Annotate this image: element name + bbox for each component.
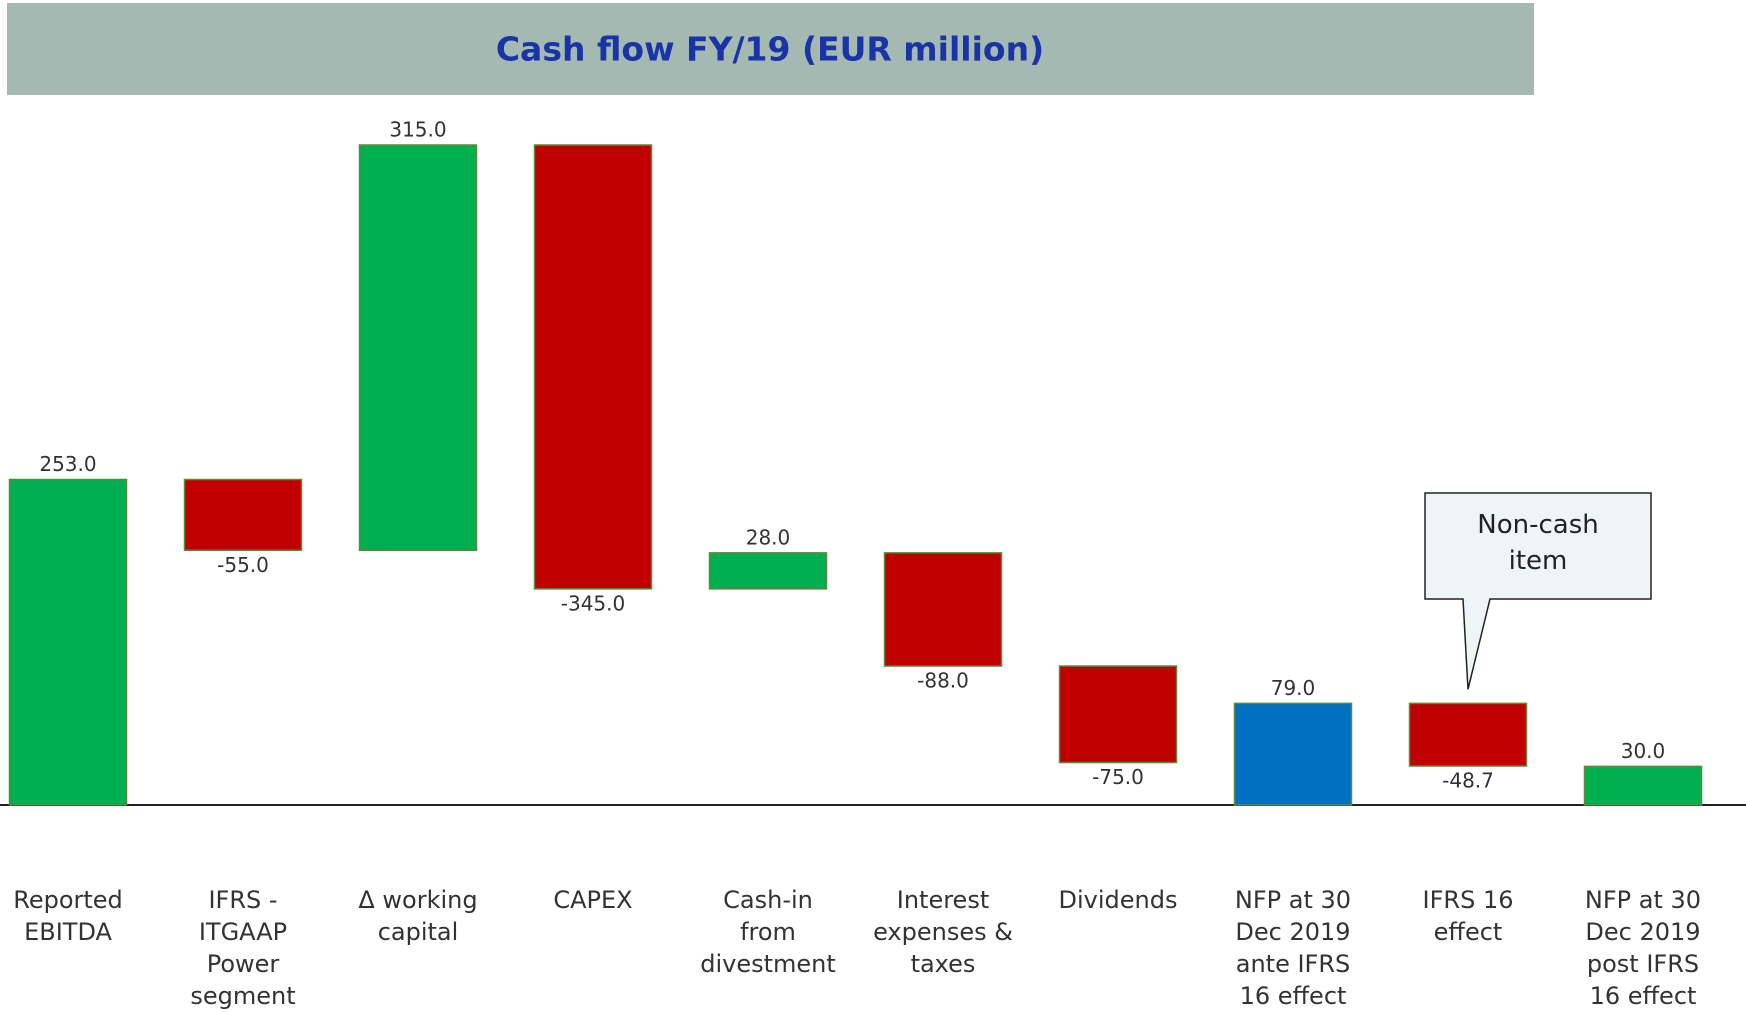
- x-tick-label: NFP at 30 Dec 2019 ante IFRS 16 effect: [1234, 886, 1352, 1010]
- annotation: Non-cash item: [1477, 510, 1599, 576]
- value-label: -55.0: [217, 553, 269, 577]
- x-tick-label: Interest expenses & taxes: [873, 886, 1013, 978]
- bar: [533, 144, 653, 590]
- value-label: -75.0: [1092, 765, 1144, 789]
- bar: [358, 144, 478, 552]
- bar: [8, 478, 128, 806]
- title-banner: [7, 3, 1534, 95]
- value-label: 253.0: [39, 452, 96, 476]
- bar: [1583, 765, 1703, 806]
- x-tick-label: CAPEX: [553, 886, 633, 914]
- value-label: -88.0: [917, 669, 969, 693]
- bar: [883, 552, 1003, 667]
- bar: [183, 478, 303, 552]
- x-tick-label: IFRS - ITGAAP Power segment: [190, 886, 296, 1010]
- x-tick-label: Dividends: [1058, 886, 1178, 914]
- callout: [1424, 492, 1652, 690]
- bar: [1408, 702, 1528, 767]
- x-tick-label: Cash-in from divestment: [700, 886, 836, 978]
- x-tick-label: NFP at 30 Dec 2019 post IFRS 16 effect: [1584, 886, 1702, 1010]
- value-label: 30.0: [1621, 739, 1666, 763]
- value-label: -345.0: [561, 591, 625, 615]
- x-tick-label: Reported EBITDA: [13, 886, 123, 946]
- x-tick-label: Δ working capital: [358, 886, 478, 946]
- bar: [708, 552, 828, 590]
- chart-title: Cash flow FY/19 (EUR million): [496, 30, 1044, 69]
- bar: [1058, 665, 1178, 764]
- value-label: 315.0: [389, 118, 446, 142]
- value-label: -48.7: [1442, 769, 1494, 793]
- bar: [1233, 702, 1353, 806]
- x-tick-label: IFRS 16 effect: [1422, 886, 1514, 946]
- value-label: 28.0: [746, 525, 791, 549]
- value-label: 79.0: [1271, 676, 1316, 700]
